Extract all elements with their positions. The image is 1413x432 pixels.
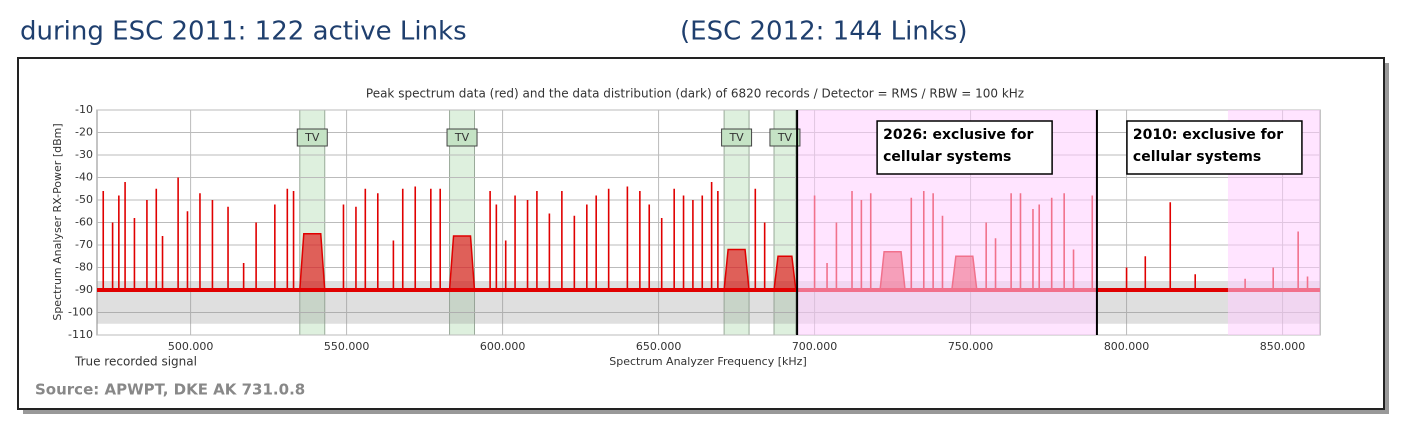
tv-label-box xyxy=(296,128,328,147)
hump xyxy=(448,235,476,291)
hump xyxy=(723,248,750,291)
region-label: cellular systems xyxy=(883,149,1011,165)
distribution xyxy=(97,281,1320,324)
x-tick-label: 500.000 xyxy=(168,340,214,353)
hump xyxy=(773,255,797,291)
y-tick-label: -40 xyxy=(75,171,93,184)
y-tick-label: -10 xyxy=(75,103,93,116)
tv-label-box xyxy=(769,128,801,147)
x-tick-label: 800.000 xyxy=(1104,340,1150,353)
region-label: cellular systems xyxy=(1133,149,1261,165)
note: True recorded signal xyxy=(74,355,197,369)
y-tick-label: -50 xyxy=(75,193,93,206)
tv-label-box xyxy=(446,128,478,147)
x-tick-label: 600.000 xyxy=(480,340,526,353)
x-tick-label: 650.000 xyxy=(636,340,682,353)
y-axis-label: Spectrum Analyser RX-Power [dBm] xyxy=(51,123,64,320)
tv-label: TV xyxy=(454,131,470,144)
header-right: (ESC 2012: 144 Links) xyxy=(680,17,968,47)
y-tick-label: -60 xyxy=(75,216,93,229)
y-tick-label: -110 xyxy=(68,328,93,341)
tv-label: TV xyxy=(777,131,793,144)
x-tick-label: 700.000 xyxy=(792,340,838,353)
y-tick-label: -30 xyxy=(75,148,93,161)
region-label: 2010: exclusive for xyxy=(1133,127,1283,143)
x-tick-label: 550.000 xyxy=(324,340,370,353)
y-tick-label: -20 xyxy=(75,126,93,139)
x-axis-label: Spectrum Analyzer Frequency [kHz] xyxy=(609,355,806,368)
y-tick-label: -100 xyxy=(68,306,93,319)
x-tick-label: 750.000 xyxy=(948,340,994,353)
x-tick-label: 850.000 xyxy=(1260,340,1306,353)
y-tick-label: -70 xyxy=(75,238,93,251)
chart-title: Peak spectrum data (red) and the data di… xyxy=(366,87,1024,101)
y-tick-label: -80 xyxy=(75,261,93,274)
y-tick-label: -90 xyxy=(75,283,93,296)
tv-label: TV xyxy=(728,131,744,144)
region-label: 2026: exclusive for xyxy=(883,127,1033,143)
tv-label: TV xyxy=(304,131,320,144)
source: Source: APWPT, DKE AK 731.0.8 xyxy=(35,381,305,399)
region-box xyxy=(876,120,1053,175)
header-left: during ESC 2011: 122 active Links xyxy=(20,17,467,47)
hump xyxy=(298,233,326,291)
tv-label-box xyxy=(721,128,753,147)
region-box xyxy=(1126,120,1303,175)
